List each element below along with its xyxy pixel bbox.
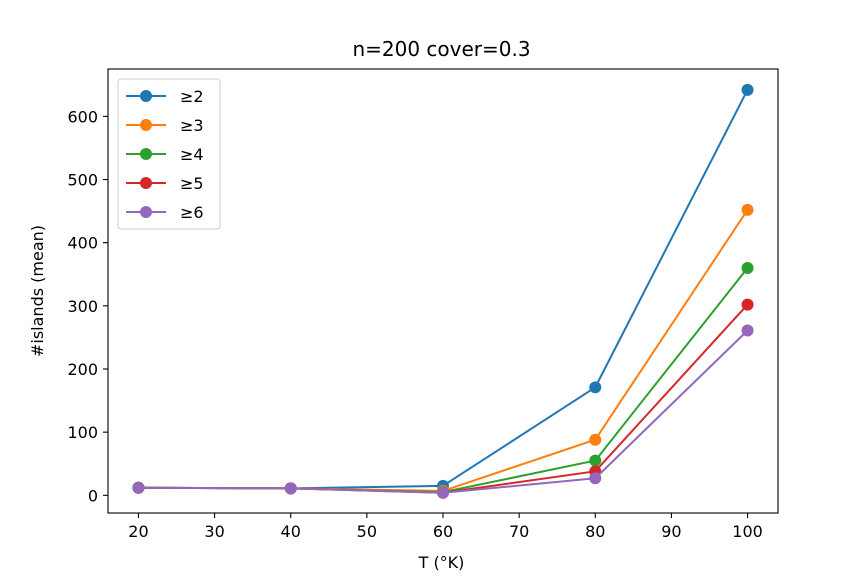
y-tick-label: 300 xyxy=(67,297,98,316)
data-point xyxy=(284,482,297,495)
data-point xyxy=(589,433,602,446)
data-point xyxy=(589,472,602,485)
x-tick-label: 50 xyxy=(357,522,377,541)
series-5 xyxy=(132,324,754,499)
x-tick-label: 40 xyxy=(281,522,301,541)
legend-label: ≥5 xyxy=(180,174,204,193)
data-point xyxy=(132,481,145,494)
legend-marker xyxy=(140,177,152,189)
legend: ≥2 ≥3 ≥4 ≥5 ≥6 xyxy=(117,78,221,230)
data-point xyxy=(741,324,754,337)
chart-title: n=200 cover=0.3 xyxy=(352,37,530,61)
data-point xyxy=(589,454,602,467)
y-tick-label: 500 xyxy=(67,171,98,190)
legend-marker xyxy=(140,90,152,102)
x-tick-label: 60 xyxy=(433,522,453,541)
legend-label: ≥6 xyxy=(180,203,204,222)
x-tick-label: 30 xyxy=(204,522,224,541)
y-axis: 0 100 200 300 400 500 600 xyxy=(67,107,108,505)
y-tick-label: 400 xyxy=(67,234,98,253)
y-tick-label: 0 xyxy=(88,486,98,505)
legend-marker xyxy=(140,119,152,131)
legend-item: ≥2 xyxy=(126,87,204,106)
y-tick-label: 200 xyxy=(67,360,98,379)
y-tick-label: 600 xyxy=(67,107,98,126)
x-tick-label: 20 xyxy=(128,522,148,541)
legend-item: ≥3 xyxy=(126,116,204,135)
data-point xyxy=(741,298,754,311)
y-axis-label: #islands (mean) xyxy=(28,225,47,357)
series-layer xyxy=(132,83,754,499)
legend-item: ≥6 xyxy=(126,203,204,222)
legend-marker xyxy=(140,148,152,160)
data-point xyxy=(741,83,754,96)
legend-label: ≥4 xyxy=(180,145,204,164)
legend-label: ≥3 xyxy=(180,116,204,135)
x-axis-label: T (°K) xyxy=(418,553,465,572)
legend-box xyxy=(117,78,221,230)
legend-label: ≥2 xyxy=(180,87,204,106)
x-tick-label: 90 xyxy=(661,522,681,541)
data-point xyxy=(437,486,449,499)
x-tick-label: 70 xyxy=(509,522,529,541)
legend-item: ≥4 xyxy=(126,145,204,164)
y-tick-label: 100 xyxy=(67,423,98,442)
data-point xyxy=(741,261,754,274)
x-axis: 20 30 40 50 60 70 80 90 100 xyxy=(128,513,763,541)
x-tick-label: 100 xyxy=(732,522,763,541)
legend-marker xyxy=(140,206,152,218)
x-tick-label: 80 xyxy=(585,522,605,541)
legend-item: ≥5 xyxy=(126,174,204,193)
data-point xyxy=(741,203,754,216)
data-point xyxy=(589,381,602,394)
